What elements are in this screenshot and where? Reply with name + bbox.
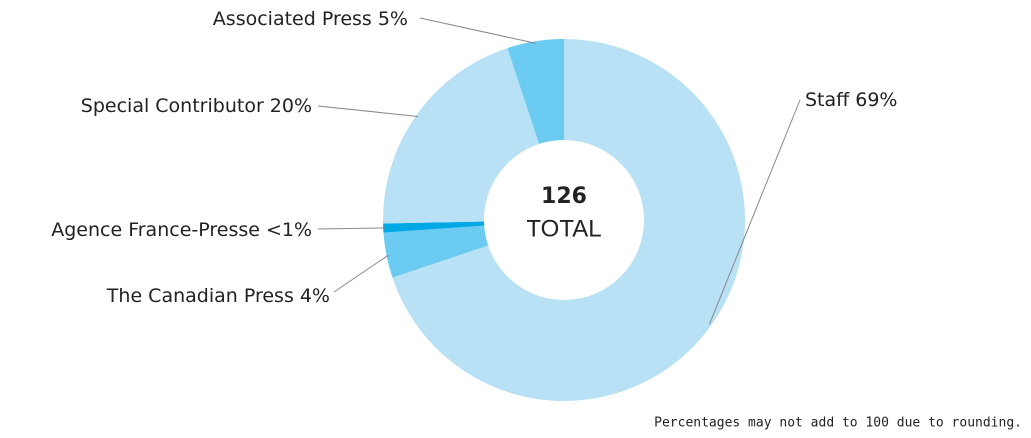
slice-label: The Canadian Press 4% <box>106 285 330 307</box>
slice-name: The Canadian Press <box>106 285 294 307</box>
slice <box>507 39 564 145</box>
note: Percentages may not add to 100 due to ro… <box>654 416 1022 431</box>
slice-label: Agence France-Presse <1% <box>51 219 312 241</box>
leader-line <box>317 227 386 230</box>
slice-name: Agence France-Presse <box>51 219 260 241</box>
leader-line <box>708 99 801 325</box>
slice-value: 5% <box>378 8 408 30</box>
slice-value: <1% <box>266 219 312 241</box>
slice-label: Associated Press 5% <box>213 8 408 30</box>
total-label: TOTAL <box>526 215 601 242</box>
slice <box>383 221 485 233</box>
slice-name: Special Contributor <box>81 95 264 117</box>
leader-line <box>333 254 389 293</box>
slice-value: 20% <box>270 95 312 117</box>
slice-label: Staff 69% <box>805 89 897 111</box>
slice <box>383 225 489 278</box>
leader-line <box>317 105 419 117</box>
slice-value: 69% <box>855 89 897 111</box>
total-value: 126 <box>541 184 587 209</box>
slice <box>392 39 746 401</box>
slice-name: Staff <box>805 89 850 111</box>
slice-label: Special Contributor 20% <box>81 95 312 117</box>
slice-name: Associated Press <box>213 8 372 30</box>
slice-value: 4% <box>300 285 330 307</box>
leader-line <box>419 17 536 44</box>
slice <box>383 48 539 224</box>
